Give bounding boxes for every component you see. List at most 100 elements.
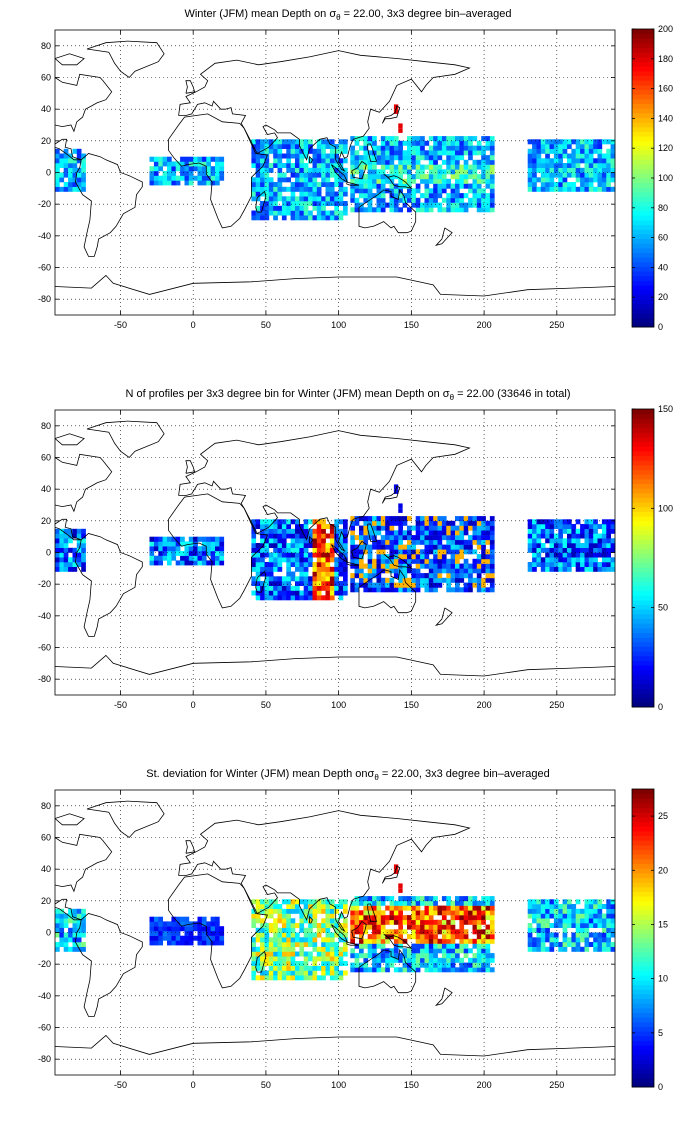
data-cell bbox=[455, 905, 460, 911]
data-cell bbox=[580, 557, 585, 563]
grid-lines bbox=[55, 30, 615, 315]
data-cell bbox=[415, 915, 421, 921]
data-cell bbox=[472, 563, 478, 569]
data-cell bbox=[268, 163, 274, 168]
data-cell bbox=[290, 201, 296, 206]
data-cell bbox=[446, 549, 451, 555]
data-cell bbox=[610, 913, 616, 919]
data-cell bbox=[593, 918, 598, 924]
data-cell bbox=[441, 910, 447, 916]
data-cell bbox=[553, 942, 559, 947]
data-cell bbox=[303, 177, 309, 183]
data-cell bbox=[558, 153, 563, 159]
data-cell bbox=[411, 957, 417, 963]
data-cell bbox=[268, 538, 274, 544]
data-cell bbox=[398, 924, 403, 930]
data-cell bbox=[532, 182, 537, 187]
data-cell bbox=[450, 563, 456, 569]
data-cell bbox=[472, 150, 478, 156]
data-cell bbox=[273, 547, 278, 553]
data-cell bbox=[343, 899, 348, 905]
data-cell bbox=[610, 186, 616, 192]
data-cell bbox=[411, 539, 417, 545]
data-cell bbox=[385, 905, 390, 911]
colorbar-tick-label: 120 bbox=[658, 143, 673, 153]
data-cell bbox=[433, 587, 438, 593]
data-cell bbox=[472, 577, 478, 583]
data-cell bbox=[376, 516, 382, 522]
data-cell bbox=[295, 153, 300, 159]
data-cell bbox=[359, 948, 364, 954]
data-cell bbox=[149, 550, 155, 556]
data-cell bbox=[420, 169, 425, 175]
data-cell bbox=[251, 566, 257, 572]
data-cell bbox=[593, 177, 598, 183]
data-cell bbox=[260, 139, 265, 145]
data-cell bbox=[312, 528, 318, 534]
data-cell bbox=[411, 924, 417, 930]
data-cell bbox=[316, 547, 322, 553]
data-cell bbox=[481, 520, 486, 526]
data-cell bbox=[476, 188, 482, 194]
data-cell bbox=[407, 919, 412, 925]
data-cell bbox=[372, 178, 377, 184]
data-cell bbox=[376, 549, 382, 555]
data-cell bbox=[433, 183, 438, 189]
data-cell bbox=[372, 943, 377, 949]
data-cell bbox=[433, 568, 438, 574]
data-cell bbox=[219, 175, 225, 181]
data-cell bbox=[441, 516, 447, 522]
data-cell bbox=[206, 175, 211, 181]
data-cell bbox=[606, 158, 611, 164]
data-cell bbox=[476, 934, 482, 940]
data-cell bbox=[55, 153, 60, 159]
data-cell bbox=[441, 558, 447, 564]
data-cell bbox=[558, 139, 563, 145]
data-cell bbox=[264, 942, 270, 947]
data-cell bbox=[450, 193, 456, 199]
data-cell bbox=[601, 163, 607, 168]
data-cell bbox=[398, 905, 403, 911]
data-cell bbox=[424, 957, 430, 963]
y-tick-label: -60 bbox=[38, 643, 51, 653]
data-cell bbox=[562, 927, 568, 933]
data-cell bbox=[354, 136, 360, 142]
data-cell bbox=[350, 136, 355, 142]
data-cell bbox=[532, 547, 537, 553]
data-cell bbox=[597, 177, 603, 183]
data-cell bbox=[303, 937, 309, 943]
data-cell bbox=[286, 562, 291, 567]
data-cell bbox=[255, 524, 261, 529]
data-cell bbox=[268, 923, 274, 928]
data-cell bbox=[420, 948, 425, 954]
data-cell bbox=[562, 167, 568, 173]
data-cell bbox=[472, 136, 478, 142]
data-cell bbox=[481, 577, 486, 583]
data-cell bbox=[376, 582, 382, 588]
data-cell bbox=[420, 915, 425, 921]
data-cell bbox=[437, 544, 443, 550]
data-cell bbox=[312, 908, 318, 914]
data-cell bbox=[485, 530, 491, 536]
data-cell bbox=[376, 188, 382, 194]
data-cell bbox=[415, 155, 421, 161]
data-cell bbox=[450, 900, 456, 906]
data-cell bbox=[308, 177, 313, 183]
data-cell bbox=[393, 530, 399, 536]
data-cell bbox=[393, 140, 399, 146]
data-cell bbox=[264, 543, 270, 548]
data-cell bbox=[459, 573, 465, 579]
data-cell bbox=[255, 908, 261, 914]
data-cell bbox=[299, 557, 305, 563]
data-cell bbox=[610, 908, 616, 914]
y-tick-label: -60 bbox=[38, 1023, 51, 1033]
data-cell bbox=[545, 937, 550, 943]
data-cell bbox=[268, 951, 274, 957]
data-cell bbox=[575, 538, 581, 544]
data-cell bbox=[299, 201, 305, 206]
data-cell bbox=[584, 172, 590, 178]
data-cell bbox=[350, 563, 355, 569]
data-cell bbox=[433, 169, 438, 175]
data-cell bbox=[553, 148, 559, 154]
data-cell bbox=[407, 953, 412, 959]
